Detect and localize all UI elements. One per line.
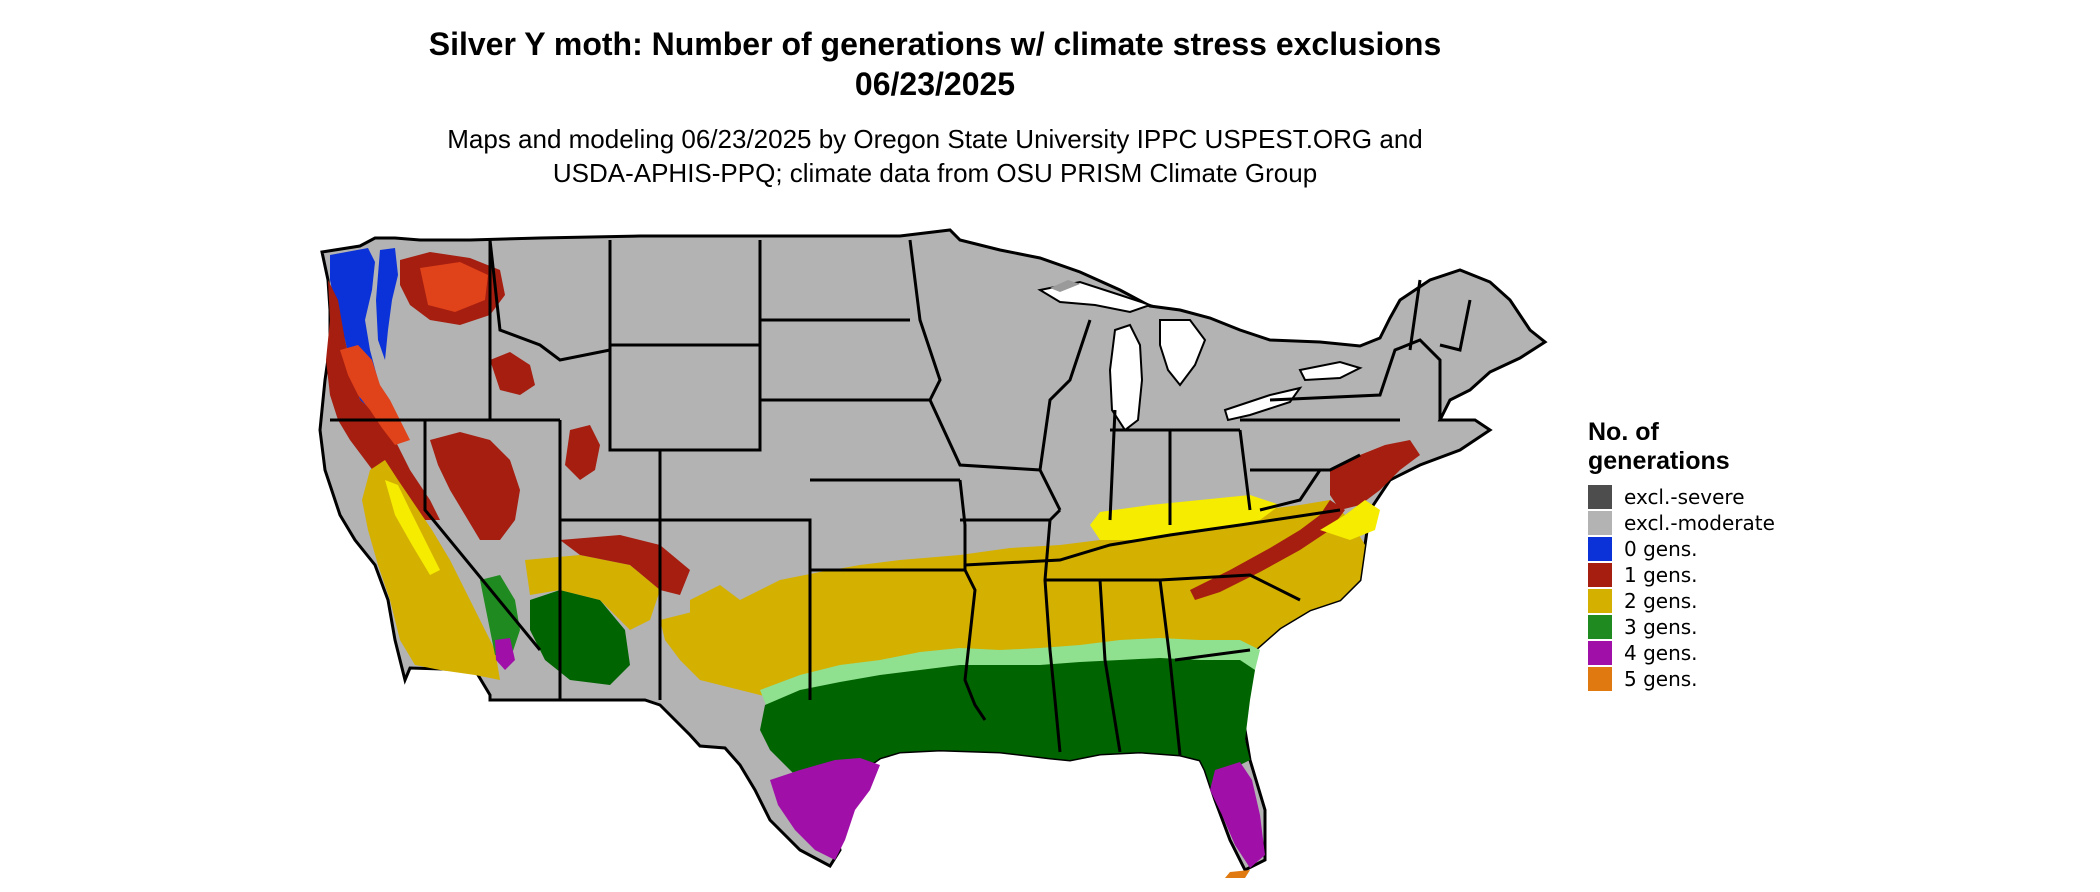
zone-1-gen-arizona-north: [560, 535, 690, 595]
zone-2-gens-virginia-light: [1320, 500, 1380, 540]
zone-1-gen-columbia-orange: [420, 262, 488, 312]
legend-label: excl.-moderate: [1624, 511, 1775, 535]
zone-4-gens-florida: [1210, 762, 1265, 868]
zone-1-gen-mid-atlantic: [1330, 440, 1420, 510]
zone-0-gens-cascades: [376, 248, 398, 360]
legend-item: excl.-severe: [1588, 484, 1788, 510]
legend-label: 3 gens.: [1624, 615, 1698, 639]
legend-title: No. of generations: [1588, 418, 1730, 475]
legend-label: excl.-severe: [1624, 485, 1745, 509]
zone-2-gens-tennessee-light: [1090, 495, 1280, 540]
legend-item: excl.-moderate: [1588, 510, 1788, 536]
zone-1-gen-utah: [565, 425, 600, 480]
legend-swatch: [1588, 563, 1612, 587]
lake-ontario: [1298, 360, 1363, 382]
legend-label: 5 gens.: [1624, 667, 1698, 691]
lake-huron: [1159, 319, 1207, 387]
legend-swatch: [1588, 485, 1612, 509]
zone-4-gens-south-texas: [770, 758, 880, 860]
legend-item: 0 gens.: [1588, 536, 1788, 562]
legend-swatch: [1588, 641, 1612, 665]
legend-item: 1 gens.: [1588, 562, 1788, 588]
legend-label: 4 gens.: [1624, 641, 1698, 665]
legend-item: 4 gens.: [1588, 640, 1788, 666]
legend-item: 3 gens.: [1588, 614, 1788, 640]
zone-3-gens-gulf: [760, 658, 1255, 810]
legend-item: 5 gens.: [1588, 666, 1788, 692]
map-credits-line-1: Maps and modeling 06/23/2025 by Oregon S…: [447, 124, 1423, 154]
lake-erie: [1223, 386, 1303, 422]
legend-swatch: [1588, 589, 1612, 613]
lake-michigan: [1108, 323, 1144, 432]
zone-2-gens-central-valley-light: [385, 480, 440, 575]
map-title: Silver Y moth: Number of generations w/ …: [428, 26, 1442, 62]
legend: No. of generations excl.-severe excl.-mo…: [1588, 418, 1788, 692]
legend-swatch: [1588, 537, 1612, 561]
legend-label: 0 gens.: [1624, 537, 1698, 561]
zone-5-gens-keys: [1225, 870, 1250, 878]
legend-swatch: [1588, 511, 1612, 535]
legend-label: 1 gens.: [1624, 563, 1698, 587]
zone-1-gen-nevada: [430, 432, 520, 540]
legend-swatch: [1588, 615, 1612, 639]
lake-michigan-islands: [1050, 280, 1080, 292]
zone-3-gens-arizona: [530, 590, 630, 685]
zone-4-gens-desert: [495, 638, 515, 670]
map-date: 06/23/2025: [854, 66, 1016, 102]
map-credits-line-2: USDA-APHIS-PPQ; climate data from OSU PR…: [552, 158, 1318, 188]
legend-item: 2 gens.: [1588, 588, 1788, 614]
legend-items: excl.-severe excl.-moderate 0 gens. 1 ge…: [1588, 484, 1788, 692]
zone-2-gens-new-mexico: [690, 585, 740, 665]
legend-label: 2 gens.: [1624, 589, 1698, 613]
state-borders: [330, 239, 1472, 756]
legend-swatch: [1588, 667, 1612, 691]
zone-1-gen-snake-river: [490, 352, 535, 395]
lake-superior: [1037, 280, 1154, 314]
